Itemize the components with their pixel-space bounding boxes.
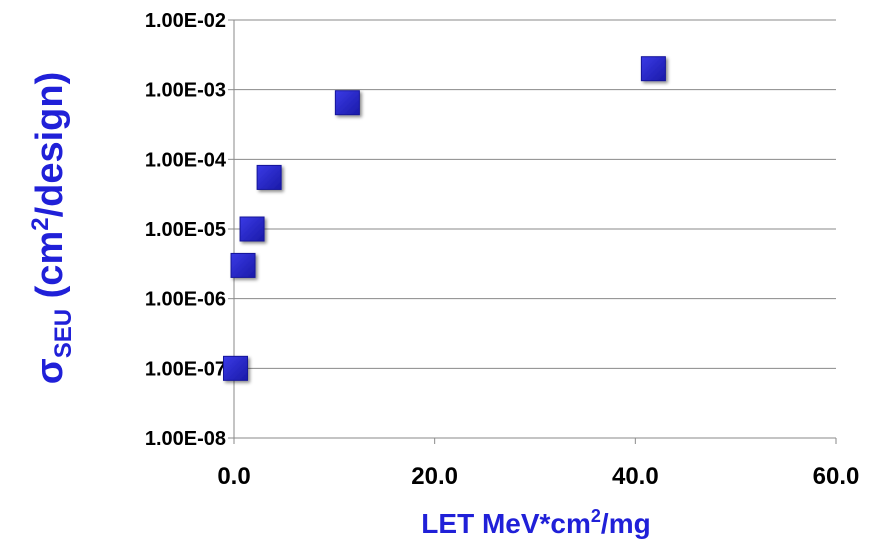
axes	[228, 19, 837, 444]
data-point	[230, 252, 256, 278]
data-point	[640, 56, 666, 82]
y-tick-labels: 1.00E-08 1.00E-07 1.00E-06 1.00E-05 1.00E-04…	[145, 10, 227, 450]
x-tick-label: 60.0	[813, 463, 860, 490]
y-tick-label: 1.00E-08	[145, 428, 226, 450]
y-tick-label: 1.00E-05	[145, 219, 226, 241]
y-tick-label: 1.00E-02	[145, 10, 226, 32]
x-tick-label: 20.0	[411, 463, 458, 490]
x-tick-labels: 0.0 20.0 40.0 60.0	[217, 463, 859, 490]
data-point	[334, 90, 360, 116]
y-tick-label: 1.00E-04	[145, 149, 227, 171]
x-axis-title: LET MeV*cm2/mg	[421, 506, 650, 539]
data-point	[256, 164, 282, 190]
data-points	[223, 56, 666, 381]
y-axis-title: σSEU (cm2/design)	[27, 72, 77, 385]
x-tick-label: 0.0	[217, 463, 250, 490]
data-point	[223, 355, 249, 381]
gridlines	[234, 19, 836, 369]
y-tick-label: 1.00E-07	[145, 358, 226, 380]
data-point	[239, 216, 265, 242]
y-tick-label: 1.00E-06	[145, 289, 226, 311]
x-tick-label: 40.0	[612, 463, 659, 490]
y-tick-label: 1.00E-03	[145, 80, 226, 102]
